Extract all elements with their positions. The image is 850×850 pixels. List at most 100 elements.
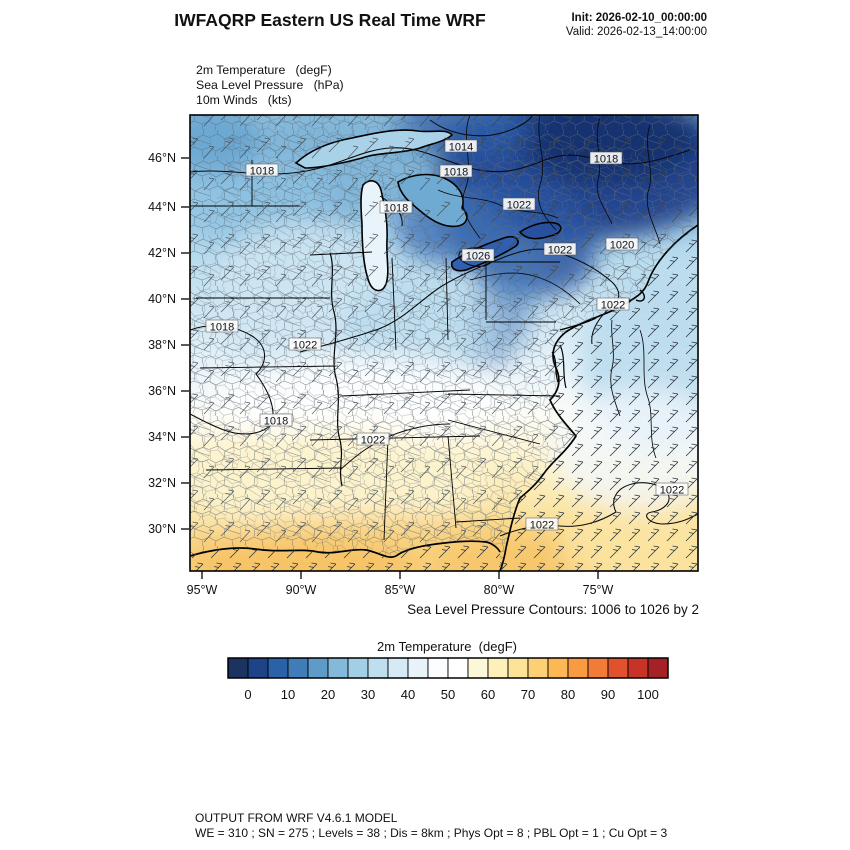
lon-label: 80°W	[484, 583, 515, 597]
colorbar-cell	[287, 657, 309, 679]
svg-text:1018: 1018	[594, 154, 618, 166]
colorbar-cell	[547, 657, 569, 679]
colorbar-cell	[227, 657, 249, 679]
colorbar-tick: 40	[401, 687, 415, 702]
colorbar-tick: 60	[481, 687, 495, 702]
svg-text:1018: 1018	[384, 203, 408, 215]
lon-labels: 95°W 90°W 85°W 80°W 75°W	[187, 583, 614, 597]
colorbar-cell	[427, 657, 449, 679]
colorbar-cell	[567, 657, 589, 679]
colorbar-tick-labels: 0 10 20 30 40 50 60 70 80 90 100	[244, 687, 658, 702]
colorbar-cell	[267, 657, 289, 679]
lat-label: 42°N	[148, 246, 176, 260]
contour-label: 1014	[444, 139, 478, 154]
contour-label: 1022	[596, 297, 630, 312]
contour-label: 1022	[543, 242, 577, 257]
field-winds: 10m Winds (kts)	[196, 93, 292, 107]
colorbar-tick: 30	[361, 687, 375, 702]
model-info-line2: WE = 310 ; SN = 275 ; Levels = 38 ; Dis …	[195, 826, 667, 840]
svg-text:1018: 1018	[264, 416, 288, 428]
colorbar-tick: 90	[601, 687, 615, 702]
svg-text:1022: 1022	[530, 520, 554, 532]
contour-label: 1022	[288, 337, 322, 352]
colorbar-tick: 80	[561, 687, 575, 702]
lat-label: 40°N	[148, 292, 176, 306]
colorbar-cell	[647, 657, 669, 679]
lat-label: 44°N	[148, 200, 176, 214]
svg-text:1022: 1022	[601, 300, 625, 312]
svg-text:1018: 1018	[210, 322, 234, 334]
contour-label: 1022	[525, 517, 559, 532]
colorbar-tick: 10	[281, 687, 295, 702]
model-info: OUTPUT FROM WRF V4.6.1 MODEL WE = 310 ; …	[195, 811, 667, 840]
colorbar-cell	[347, 657, 369, 679]
colorbar-cell	[607, 657, 629, 679]
colorbar-cells	[227, 657, 669, 679]
svg-text:1022: 1022	[361, 435, 385, 447]
contour-label: 1018	[259, 413, 293, 428]
svg-text:1020: 1020	[610, 240, 634, 252]
contour-label: 1026	[461, 248, 495, 263]
contour-label: 1022	[502, 197, 536, 212]
colorbar-cell	[247, 657, 269, 679]
map-panel: 1014 1018 1018 1018 1022 1026 1022 1020 …	[190, 115, 698, 571]
contour-label: 1018	[245, 163, 279, 178]
lon-ticks	[201, 571, 599, 579]
contour-label: 1018	[205, 319, 239, 334]
svg-text:1022: 1022	[507, 200, 531, 212]
pressure-contour-labels: 1014 1018 1018 1018 1022 1026 1022 1020 …	[205, 139, 689, 532]
svg-text:1014: 1014	[449, 142, 473, 154]
lat-label: 46°N	[148, 151, 176, 165]
model-info-line1: OUTPUT FROM WRF V4.6.1 MODEL	[195, 811, 398, 825]
svg-text:1018: 1018	[250, 166, 274, 178]
colorbar-cell	[447, 657, 469, 679]
colorbar: 2m Temperature (degF)	[227, 639, 669, 702]
contour-note: Sea Level Pressure Contours: 1006 to 102…	[407, 602, 699, 617]
lat-label: 30°N	[148, 522, 176, 536]
colorbar-cell	[307, 657, 329, 679]
colorbar-tick: 100	[637, 687, 659, 702]
svg-text:1022: 1022	[293, 340, 317, 352]
lat-label: 36°N	[148, 384, 176, 398]
colorbar-title: 2m Temperature (degF)	[377, 639, 517, 654]
lon-label: 85°W	[385, 583, 416, 597]
colorbar-tick: 50	[441, 687, 455, 702]
field-list: 2m Temperature (degF) Sea Level Pressure…	[196, 63, 344, 107]
lat-ticks	[181, 157, 189, 530]
colorbar-cell	[507, 657, 529, 679]
colorbar-cell	[367, 657, 389, 679]
colorbar-tick: 0	[244, 687, 251, 702]
colorbar-tick: 20	[321, 687, 335, 702]
lat-label: 32°N	[148, 476, 176, 490]
page-title: IWFAQRP Eastern US Real Time WRF	[174, 10, 486, 30]
lon-label: 95°W	[187, 583, 218, 597]
colorbar-cell	[387, 657, 409, 679]
valid-time: Valid: 2026-02-13_14:00:00	[566, 26, 707, 38]
contour-label: 1018	[439, 164, 473, 179]
contour-label: 1018	[589, 151, 623, 166]
lon-label: 90°W	[286, 583, 317, 597]
field-pressure: Sea Level Pressure (hPa)	[196, 78, 344, 92]
colorbar-cell	[527, 657, 549, 679]
contour-label: 1020	[605, 237, 639, 252]
field-temperature: 2m Temperature (degF)	[196, 63, 332, 77]
colorbar-cell	[587, 657, 609, 679]
lon-axis: 95°W 90°W 85°W 80°W 75°W	[187, 571, 614, 597]
map-frame	[189, 114, 699, 572]
contour-label: 1018	[379, 200, 413, 215]
contour-label: 1022	[655, 482, 689, 497]
colorbar-cell	[467, 657, 489, 679]
init-time: Init: 2026-02-10_00:00:00	[571, 12, 707, 24]
colorbar-cell	[327, 657, 349, 679]
svg-text:1018: 1018	[444, 167, 468, 179]
lat-axis: 46°N 44°N 42°N 40°N 38°N 36°N 34°N 32°N …	[148, 151, 189, 536]
lat-label: 34°N	[148, 430, 176, 444]
colorbar-cell	[487, 657, 509, 679]
colorbar-cell	[627, 657, 649, 679]
contour-label: 1022	[356, 432, 390, 447]
lon-label: 75°W	[583, 583, 614, 597]
svg-text:1022: 1022	[660, 485, 684, 497]
lat-labels: 46°N 44°N 42°N 40°N 38°N 36°N 34°N 32°N …	[148, 151, 176, 536]
